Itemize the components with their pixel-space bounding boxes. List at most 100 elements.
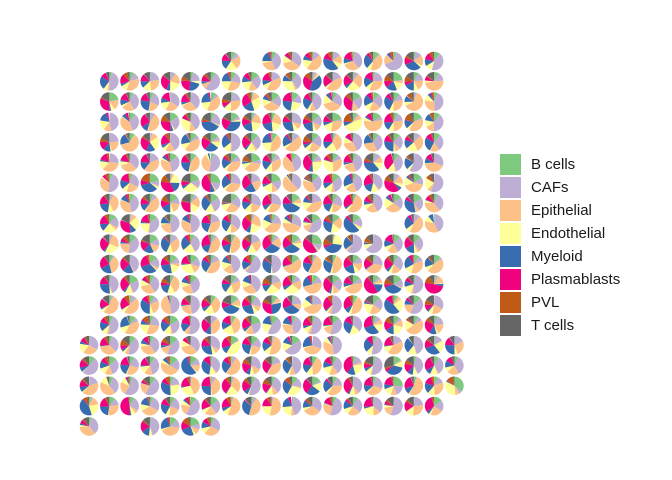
pie-slice — [343, 174, 353, 187]
pie-slice — [373, 182, 380, 191]
pie-slice — [149, 336, 160, 353]
pie-slice — [269, 335, 272, 346]
pie-slice — [323, 95, 333, 104]
pie-slice — [408, 254, 414, 264]
pie-slice — [170, 377, 180, 386]
pie-slice — [149, 426, 153, 436]
pie-slice — [140, 299, 150, 314]
pie-slice — [99, 141, 110, 150]
pie-slice — [282, 324, 294, 335]
pie-slice — [181, 377, 191, 387]
pie-slice — [226, 214, 232, 224]
pie-slice — [332, 396, 337, 407]
pie-slice — [210, 417, 221, 431]
pie-slice — [188, 162, 191, 172]
pie-slice — [413, 193, 422, 204]
pie-slice — [284, 345, 292, 352]
pie-slice — [303, 216, 313, 224]
pie-slice — [413, 80, 424, 90]
pie-slice — [331, 92, 333, 102]
pie-slice — [393, 315, 400, 325]
pie-slice — [230, 71, 232, 82]
pie-slice — [404, 177, 414, 186]
pie-slice — [352, 315, 363, 332]
spot-pie — [160, 315, 180, 335]
pie-slice — [310, 335, 313, 346]
pie-slice — [188, 275, 191, 285]
pie-slice — [149, 137, 160, 150]
pie-slice — [282, 196, 292, 204]
pie-slice — [369, 193, 374, 204]
pie-slice — [413, 112, 422, 122]
pie-slice — [267, 72, 272, 82]
pie-slice — [330, 223, 340, 233]
pie-slice — [282, 116, 292, 123]
pie-slice — [169, 356, 171, 366]
pie-slice — [430, 92, 435, 102]
pie-slice — [101, 132, 110, 143]
pie-slice — [282, 256, 292, 266]
pie-slice — [149, 376, 156, 386]
pie-slice — [348, 396, 353, 407]
pie-slice — [227, 356, 232, 366]
pie-slice — [409, 173, 414, 183]
pie-slice — [404, 237, 414, 249]
pie-slice — [431, 92, 435, 102]
pie-slice — [202, 135, 211, 143]
pie-slice — [265, 284, 280, 294]
pie-slice — [221, 72, 232, 82]
spot-pie — [323, 193, 342, 213]
spot-pie — [282, 112, 302, 132]
pie-slice — [346, 71, 353, 82]
pie-slice — [149, 182, 159, 189]
spot-pie — [404, 173, 424, 193]
pie-slice — [424, 221, 439, 233]
pie-slice — [373, 376, 377, 386]
pie-slice — [392, 376, 394, 386]
pie-slice — [306, 275, 313, 285]
pie-slice — [107, 214, 110, 224]
pie-slice — [122, 235, 130, 244]
spot-pie — [343, 295, 363, 314]
pie-slice — [363, 303, 374, 314]
pie-slice — [292, 356, 302, 375]
pie-slice — [312, 116, 322, 126]
pie-slice — [363, 134, 374, 144]
pie-slice — [271, 315, 279, 325]
pie-slice — [363, 277, 378, 294]
pie-slice — [286, 174, 292, 183]
pie-slice — [251, 173, 253, 183]
pie-slice — [385, 195, 394, 204]
pie-slice — [323, 195, 333, 205]
pie-slice — [181, 182, 191, 189]
pie-slice — [168, 295, 171, 305]
pie-slice — [289, 275, 292, 285]
pie-slice — [352, 264, 360, 274]
pie-slice — [289, 234, 292, 244]
pie-slice — [306, 154, 313, 163]
pie-slice — [264, 94, 272, 102]
legend-item: Plasmablasts — [500, 268, 620, 291]
pie-slice — [266, 396, 272, 407]
pie-slice — [187, 396, 191, 407]
pie-slice — [221, 283, 232, 292]
pie-slice — [434, 132, 441, 143]
pie-slice — [129, 153, 139, 169]
pie-slice — [352, 263, 363, 271]
pie-slice — [284, 52, 292, 61]
pie-slice — [129, 112, 136, 122]
pie-slice — [140, 93, 150, 102]
pie-slice — [190, 112, 193, 122]
pie-slice — [145, 378, 160, 396]
pie-slice — [129, 195, 139, 213]
pie-slice — [182, 417, 191, 427]
pie-slice — [210, 315, 218, 325]
pie-slice — [343, 162, 353, 165]
pie-slice — [384, 284, 402, 294]
pie-slice — [170, 335, 178, 346]
spot-pie — [343, 153, 363, 172]
pie-slice — [370, 54, 383, 71]
pie-slice — [306, 173, 313, 183]
pie-slice — [122, 345, 130, 354]
legend: B cells CAFs Epithelial Endothelial Myeloid P… — [500, 153, 620, 337]
